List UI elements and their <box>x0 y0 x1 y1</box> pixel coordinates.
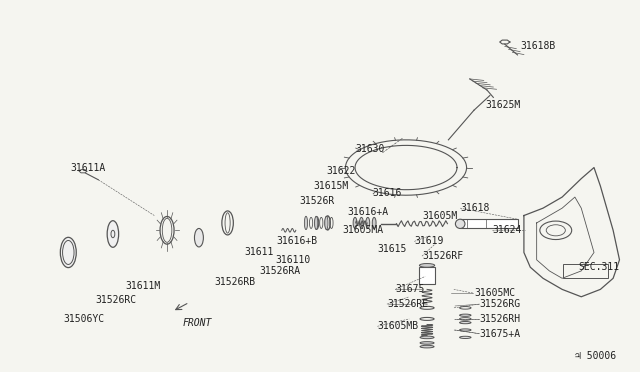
Text: 31675+A: 31675+A <box>479 329 520 339</box>
FancyBboxPatch shape <box>419 267 435 284</box>
Ellipse shape <box>366 217 370 228</box>
Text: 31618: 31618 <box>460 203 490 213</box>
Text: 31526RB: 31526RB <box>215 277 256 287</box>
Text: 31526RE: 31526RE <box>387 299 428 309</box>
Text: 31625M: 31625M <box>486 100 521 110</box>
Text: 31618B: 31618B <box>521 41 556 51</box>
Ellipse shape <box>456 219 465 228</box>
Ellipse shape <box>420 345 434 348</box>
Text: 31526RF: 31526RF <box>422 251 463 261</box>
Text: 31615: 31615 <box>378 244 407 254</box>
Text: 31605M: 31605M <box>422 211 457 221</box>
Text: 31619: 31619 <box>414 236 444 246</box>
Text: 31616: 31616 <box>372 188 402 198</box>
Text: 31611M: 31611M <box>125 281 161 291</box>
Ellipse shape <box>315 217 319 229</box>
Ellipse shape <box>372 217 376 228</box>
Ellipse shape <box>420 336 434 339</box>
Text: 31605MC: 31605MC <box>474 288 515 298</box>
Text: 31605MB: 31605MB <box>378 321 419 331</box>
Text: 31624: 31624 <box>492 225 522 235</box>
Text: 31616+B: 31616+B <box>276 236 318 246</box>
Text: 31616+A: 31616+A <box>348 207 388 217</box>
Text: 31526RG: 31526RG <box>479 299 520 309</box>
Ellipse shape <box>460 336 471 339</box>
Text: 31611: 31611 <box>245 247 274 257</box>
Text: 31526RA: 31526RA <box>259 266 301 276</box>
Text: 316110: 316110 <box>275 255 310 265</box>
Text: 31611A: 31611A <box>70 163 106 173</box>
Text: FRONT: FRONT <box>183 318 212 328</box>
Ellipse shape <box>460 321 471 324</box>
Ellipse shape <box>315 216 318 230</box>
Ellipse shape <box>419 263 435 267</box>
Ellipse shape <box>195 228 204 247</box>
Text: 31526RH: 31526RH <box>479 314 520 324</box>
Ellipse shape <box>324 216 328 230</box>
Text: 31675: 31675 <box>395 284 424 294</box>
Ellipse shape <box>360 217 364 228</box>
Text: 31622: 31622 <box>326 166 356 176</box>
Ellipse shape <box>420 341 434 344</box>
Text: 31630: 31630 <box>355 144 385 154</box>
Ellipse shape <box>460 314 471 316</box>
Ellipse shape <box>460 329 471 331</box>
Text: 31615M: 31615M <box>314 181 349 191</box>
Text: 31526R: 31526R <box>300 196 335 206</box>
Text: 31526RC: 31526RC <box>96 295 137 305</box>
FancyBboxPatch shape <box>460 219 518 228</box>
Text: ♃ 50006: ♃ 50006 <box>575 351 616 361</box>
Text: 31506YC: 31506YC <box>64 314 105 324</box>
Text: SEC.311: SEC.311 <box>578 262 620 272</box>
Ellipse shape <box>107 221 118 247</box>
Ellipse shape <box>305 216 308 230</box>
Ellipse shape <box>60 237 76 267</box>
Text: 31605MA: 31605MA <box>342 225 383 235</box>
Ellipse shape <box>353 217 357 228</box>
